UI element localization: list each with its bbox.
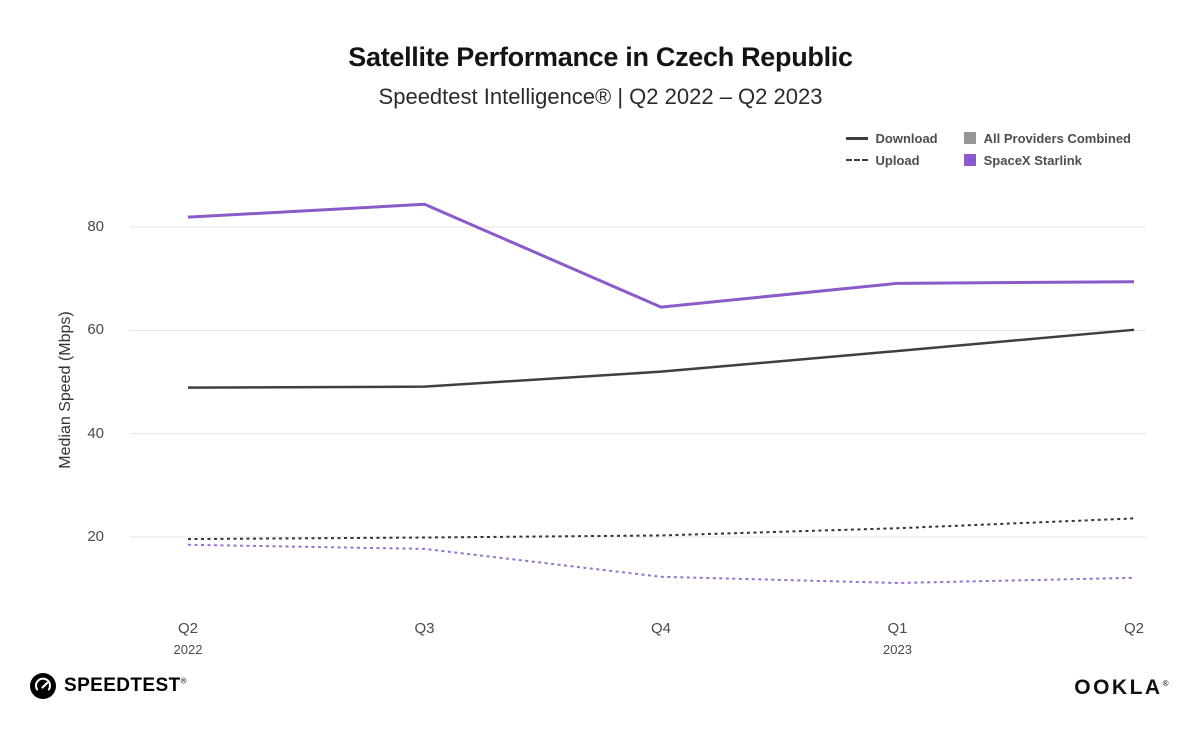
y-tick-label: 20	[87, 528, 104, 545]
ookla-logo: OOKLA®	[1074, 676, 1171, 700]
x-year-label: 2023	[883, 642, 912, 657]
y-tick-label: 80	[87, 218, 104, 235]
legend-item-upload: Upload	[845, 152, 938, 168]
download-line-swatch-icon	[845, 136, 868, 140]
page-subtitle: Speedtest Intelligence® | Q2 2022 – Q2 2…	[378, 84, 823, 109]
legend-column-linestyle: Download Upload	[845, 130, 938, 168]
series-line-starlink-upload	[187, 543, 1135, 584]
upload-line-swatch-icon	[845, 159, 868, 161]
starlink-swatch-icon	[963, 154, 976, 166]
x-year-label: 2022	[173, 642, 203, 657]
series-line-all-providers-download	[187, 328, 1135, 389]
speedtest-gauge-icon	[30, 673, 56, 699]
ookla-trademark: ®	[1162, 679, 1171, 688]
x-tick-label: Q2	[1123, 620, 1145, 637]
speedtest-trademark: ®	[180, 676, 187, 686]
series-line-all-providers-upload	[187, 517, 1135, 541]
y-tick-label: 60	[87, 321, 104, 339]
speedtest-wordmark: SPEEDTEST®	[64, 675, 187, 697]
series-line-starlink-download	[187, 202, 1135, 309]
y-axis-ticks: 20 40 60 80	[56, 0, 104, 731]
x-axis-ticks: Q2 Q3 Q4 Q1 Q2 2022 2023	[0, 620, 1201, 670]
ookla-label: OOKLA	[1074, 676, 1163, 699]
legend-label-all-providers: All Providers Combined	[983, 130, 1131, 146]
speedtest-label: SPEEDTEST	[64, 675, 181, 696]
x-tick-label: Q1	[887, 620, 908, 637]
legend-item-all-providers: All Providers Combined	[963, 130, 1131, 146]
all-providers-swatch-icon	[963, 132, 976, 144]
legend: Download Upload All Providers Combined S…	[845, 130, 1131, 168]
legend-column-provider: All Providers Combined SpaceX Starlink	[963, 130, 1131, 168]
legend-item-starlink: SpaceX Starlink	[963, 152, 1131, 168]
x-tick-label: Q2	[177, 620, 199, 637]
legend-item-download: Download	[845, 130, 938, 146]
speedtest-logo: SPEEDTEST®	[30, 673, 187, 699]
legend-label-download: Download	[875, 130, 938, 146]
x-tick-label: Q3	[414, 620, 435, 637]
y-tick-label: 40	[87, 424, 104, 442]
legend-label-starlink: SpaceX Starlink	[983, 152, 1082, 168]
legend-label-upload: Upload	[875, 152, 920, 168]
x-tick-label: Q4	[650, 620, 672, 637]
page-title: Satellite Performance in Czech Republic	[348, 42, 853, 72]
